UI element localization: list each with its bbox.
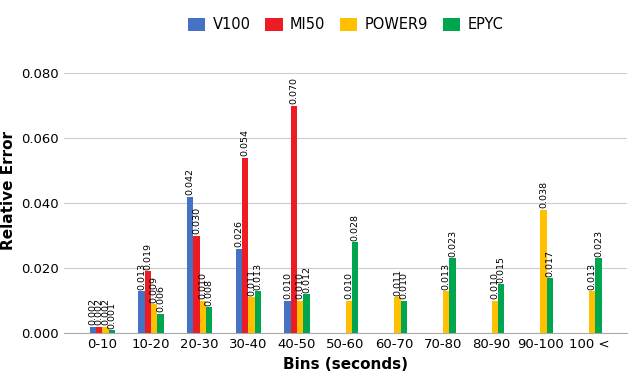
Text: 0.011: 0.011	[247, 269, 256, 296]
Text: 0.015: 0.015	[497, 256, 506, 283]
Text: 0.023: 0.023	[448, 230, 457, 257]
Bar	[242, 158, 248, 333]
Bar	[102, 327, 109, 333]
Text: 0.013: 0.013	[442, 263, 451, 290]
Y-axis label: Relative Error: Relative Error	[1, 131, 16, 250]
Text: 0.012: 0.012	[302, 266, 311, 293]
Text: 0.028: 0.028	[351, 214, 360, 241]
Bar	[449, 258, 456, 333]
Text: 0.002: 0.002	[88, 298, 97, 325]
Text: 0.010: 0.010	[296, 272, 305, 299]
Bar	[109, 330, 115, 333]
Text: 0.009: 0.009	[150, 276, 159, 303]
Bar	[255, 291, 261, 333]
Text: 0.002: 0.002	[95, 298, 104, 325]
Text: 0.010: 0.010	[283, 272, 292, 299]
Bar	[284, 301, 291, 333]
Text: 0.042: 0.042	[186, 168, 195, 195]
Bar	[248, 298, 255, 333]
Bar	[352, 242, 358, 333]
Bar	[394, 298, 401, 333]
Bar	[346, 301, 352, 333]
Bar	[297, 301, 303, 333]
Bar	[145, 271, 151, 333]
Text: 0.030: 0.030	[192, 207, 201, 234]
Text: 0.010: 0.010	[490, 272, 499, 299]
Bar	[90, 327, 96, 333]
Bar	[492, 301, 498, 333]
Bar	[157, 314, 164, 333]
Bar	[193, 236, 200, 333]
Text: 0.011: 0.011	[393, 269, 402, 296]
Text: 0.038: 0.038	[539, 181, 548, 208]
Bar	[138, 291, 145, 333]
Text: 0.001: 0.001	[108, 302, 116, 328]
Bar	[540, 210, 547, 333]
Bar	[151, 304, 157, 333]
Legend: V100, MI50, POWER9, EPYC: V100, MI50, POWER9, EPYC	[182, 11, 509, 38]
Bar	[589, 291, 595, 333]
Text: 0.008: 0.008	[205, 279, 214, 306]
Text: 0.002: 0.002	[101, 298, 110, 325]
Bar	[303, 294, 310, 333]
Text: 0.013: 0.013	[253, 263, 262, 290]
Bar	[498, 285, 504, 333]
Bar	[595, 258, 602, 333]
Bar	[236, 249, 242, 333]
Bar	[96, 327, 102, 333]
Bar	[206, 307, 212, 333]
X-axis label: Bins (seconds): Bins (seconds)	[283, 357, 408, 372]
Text: 0.010: 0.010	[399, 272, 408, 299]
Text: 0.023: 0.023	[594, 230, 603, 257]
Bar	[291, 105, 297, 333]
Text: 0.010: 0.010	[198, 272, 207, 299]
Text: 0.006: 0.006	[156, 285, 165, 312]
Text: 0.017: 0.017	[545, 250, 554, 277]
Bar	[401, 301, 407, 333]
Bar	[547, 278, 553, 333]
Text: 0.019: 0.019	[143, 243, 152, 270]
Text: 0.070: 0.070	[289, 77, 298, 104]
Text: 0.026: 0.026	[234, 220, 243, 247]
Bar	[200, 301, 206, 333]
Text: 0.010: 0.010	[344, 272, 353, 299]
Text: 0.054: 0.054	[241, 129, 250, 156]
Bar	[443, 291, 449, 333]
Bar	[187, 197, 193, 333]
Text: 0.013: 0.013	[137, 263, 146, 290]
Text: 0.013: 0.013	[588, 263, 596, 290]
